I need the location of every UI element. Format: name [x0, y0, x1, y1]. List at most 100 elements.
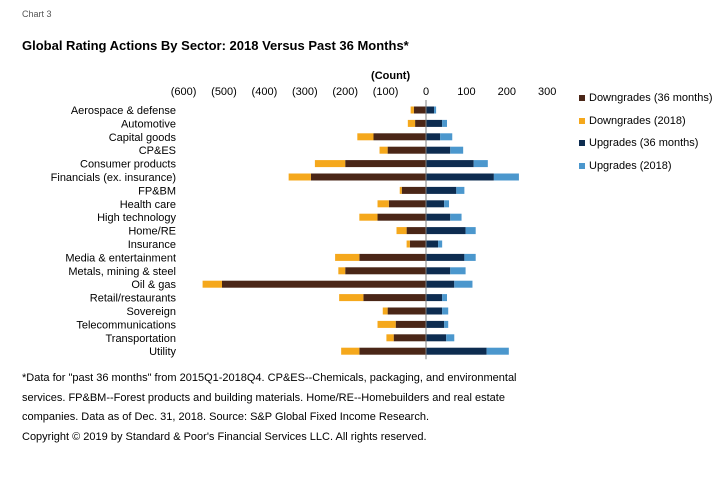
bar-upgrades-36 [426, 227, 466, 235]
bar-downgrades-36 [401, 186, 426, 194]
bar-downgrades-2018 [359, 213, 378, 221]
x-tick-label: (200) [332, 86, 358, 98]
x-tick-label: (100) [373, 86, 399, 98]
legend-item-upgrades-2018: Upgrades (2018) [579, 155, 713, 178]
bar-upgrades-36 [426, 213, 451, 221]
category-label: High technology [97, 212, 176, 224]
x-tick-label: (500) [211, 86, 237, 98]
bar-upgrades-2018 [438, 240, 443, 248]
category-label: Aerospace & defense [71, 105, 176, 117]
bar-upgrades-2018 [444, 320, 449, 328]
bar-upgrades-36 [426, 267, 451, 275]
chart-legend: Downgrades (36 months) Downgrades (2018)… [579, 87, 713, 177]
x-tick-label: (300) [292, 86, 318, 98]
copyright-text: Copyright © 2019 by Standard & Poor's Fi… [22, 430, 427, 443]
bar-downgrades-36 [387, 307, 426, 315]
legend-item-upgrades-36: Upgrades (36 months) [579, 132, 713, 155]
bar-upgrades-2018 [442, 307, 449, 315]
bar-downgrades-36 [387, 146, 426, 154]
bar-upgrades-2018 [450, 146, 464, 154]
bar-downgrades-2018 [377, 320, 396, 328]
bar-downgrades-36 [310, 173, 426, 181]
bar-downgrades-36 [359, 253, 426, 261]
bar-downgrades-2018 [382, 307, 388, 315]
bar-downgrades-2018 [377, 200, 389, 208]
bar-upgrades-2018 [450, 213, 462, 221]
bar-downgrades-2018 [288, 173, 311, 181]
bar-downgrades-36 [345, 160, 426, 168]
legend-label-upgrades-2018: Upgrades (2018) [589, 159, 672, 172]
bar-downgrades-36 [359, 347, 426, 355]
bar-upgrades-36 [426, 173, 494, 181]
bar-downgrades-36 [388, 200, 426, 208]
bar-downgrades-36 [409, 240, 426, 248]
legend-swatch-downgrades-36 [579, 95, 585, 102]
bar-upgrades-36 [426, 280, 455, 288]
bar-upgrades-36 [426, 334, 447, 342]
category-label: Consumer products [80, 159, 176, 171]
bar-downgrades-36 [395, 320, 426, 328]
bar-downgrades-2018 [339, 294, 364, 302]
bar-upgrades-2018 [442, 294, 448, 302]
category-label: Financials (ex. insurance) [51, 172, 176, 184]
bar-upgrades-36 [426, 119, 443, 127]
bar-upgrades-2018 [465, 227, 476, 235]
category-label: Metals, mining & steel [68, 266, 176, 278]
legend-label-downgrades-36: Downgrades (36 months) [589, 92, 713, 105]
category-label: Automotive [121, 118, 176, 130]
bar-upgrades-2018 [446, 334, 455, 342]
bar-upgrades-36 [426, 253, 465, 261]
bar-downgrades-36 [373, 133, 426, 141]
category-label: Retail/restaurants [90, 293, 177, 305]
bar-upgrades-2018 [434, 106, 437, 114]
bar-upgrades-36 [426, 240, 439, 248]
bar-upgrades-2018 [473, 160, 488, 168]
bar-upgrades-2018 [440, 133, 453, 141]
bar-upgrades-36 [426, 146, 451, 154]
category-label: Home/RE [128, 226, 176, 238]
x-tick-label: 0 [423, 86, 429, 98]
footnotes: *Data for "past 36 months" from 2015Q1-2… [22, 369, 562, 447]
bar-upgrades-36 [426, 307, 443, 315]
footnote-text: *Data for "past 36 months" from 2015Q1-2… [22, 372, 517, 423]
bar-upgrades-36 [426, 133, 441, 141]
x-tick-label: 300 [538, 86, 556, 98]
bar-upgrades-36 [426, 320, 445, 328]
bar-upgrades-36 [426, 200, 445, 208]
chart-title: Global Rating Actions By Sector: 2018 Ve… [22, 38, 409, 53]
bar-downgrades-2018 [338, 267, 346, 275]
category-label: Oil & gas [131, 279, 176, 291]
bar-downgrades-36 [377, 213, 426, 221]
bar-downgrades-36 [415, 119, 426, 127]
bar-downgrades-36 [345, 267, 426, 275]
category-label: Capital goods [109, 132, 177, 144]
bar-upgrades-2018 [454, 280, 473, 288]
bar-downgrades-36 [413, 106, 426, 114]
category-label: Sovereign [126, 306, 176, 318]
x-tick-label: 100 [457, 86, 475, 98]
bar-downgrades-2018 [314, 160, 346, 168]
bar-downgrades-2018 [335, 253, 360, 261]
x-tick-label: 200 [498, 86, 516, 98]
bar-downgrades-36 [393, 334, 426, 342]
bar-upgrades-2018 [464, 253, 476, 261]
bar-upgrades-36 [426, 347, 487, 355]
category-label: Media & entertainment [65, 252, 176, 264]
category-label: CP&ES [139, 145, 176, 157]
legend-swatch-upgrades-2018 [579, 162, 585, 169]
x-axis-title: (Count) [371, 70, 410, 82]
legend-item-downgrades-36: Downgrades (36 months) [579, 87, 713, 110]
bar-downgrades-2018 [341, 347, 360, 355]
bar-downgrades-2018 [410, 106, 414, 114]
bar-downgrades-36 [363, 294, 426, 302]
bar-downgrades-2018 [406, 240, 410, 248]
legend-swatch-downgrades-2018 [579, 117, 585, 124]
category-label: Transportation [105, 333, 176, 345]
bar-downgrades-2018 [379, 146, 388, 154]
bar-upgrades-36 [426, 106, 435, 114]
bar-downgrades-2018 [399, 186, 402, 194]
category-label: Utility [149, 346, 176, 358]
bar-downgrades-2018 [202, 280, 222, 288]
x-tick-label: (600) [171, 86, 197, 98]
